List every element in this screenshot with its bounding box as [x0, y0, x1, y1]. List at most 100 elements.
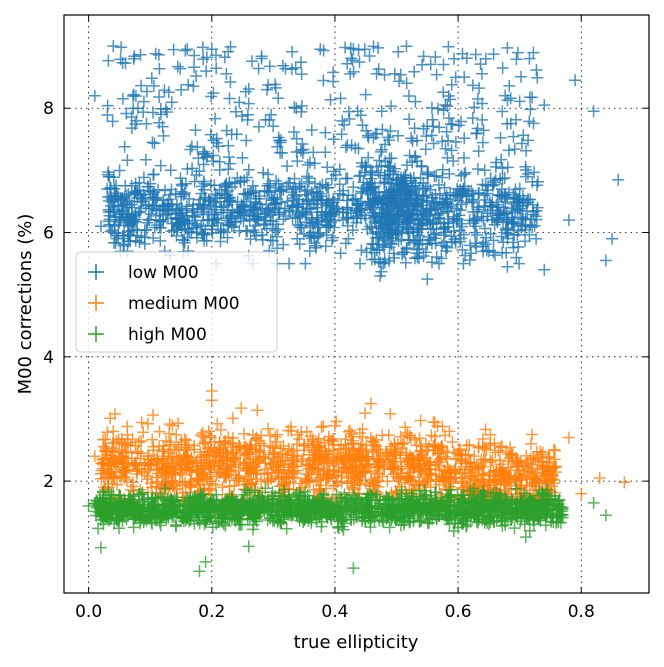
point-low: [262, 79, 275, 91]
point-low: [258, 207, 271, 220]
point-low: [515, 70, 527, 83]
point-low: [502, 224, 515, 237]
point-low: [287, 126, 300, 138]
point-low: [153, 62, 166, 75]
point-low: [501, 41, 514, 54]
point-low: [346, 193, 359, 206]
point-low: [354, 257, 366, 270]
point-low: [486, 213, 498, 226]
point-low: [370, 67, 383, 80]
point-low: [419, 143, 432, 156]
point-low: [341, 172, 354, 185]
point-low: [510, 53, 523, 66]
point-low: [290, 102, 303, 115]
point-low: [471, 205, 484, 218]
point-low: [458, 180, 471, 193]
point-low: [393, 215, 406, 228]
point-low: [190, 70, 203, 82]
point-low: [362, 131, 375, 144]
point-low: [306, 217, 319, 230]
point-low: [345, 139, 358, 152]
point-low: [189, 124, 202, 137]
point-low: [430, 68, 443, 81]
point-low: [341, 212, 354, 225]
point-medium: [170, 428, 183, 441]
point-low: [147, 79, 160, 92]
point-low: [400, 77, 413, 90]
point-low: [262, 184, 275, 197]
point-low: [440, 125, 453, 138]
point-low: [147, 232, 160, 244]
point-low: [406, 208, 419, 221]
point-low: [250, 214, 263, 227]
point-low: [381, 131, 394, 144]
point-low: [196, 180, 208, 193]
point-low: [108, 236, 121, 249]
point-low: [205, 43, 218, 56]
point-low: [233, 205, 246, 218]
point-low: [230, 128, 243, 141]
point-low: [222, 218, 234, 231]
point-low: [344, 67, 357, 80]
point-low: [290, 132, 303, 145]
point-low: [465, 247, 478, 260]
point-low: [425, 101, 438, 114]
point-low: [300, 206, 313, 219]
point-low: [471, 163, 484, 175]
point-low: [327, 133, 340, 146]
point-low: [142, 180, 155, 193]
point-low: [319, 179, 332, 192]
point-low: [270, 174, 283, 187]
point-low: [441, 151, 454, 164]
point-low: [510, 113, 522, 126]
point-low: [288, 101, 301, 114]
point-low: [288, 192, 300, 205]
point-low: [497, 236, 510, 249]
point-low: [496, 172, 509, 185]
point-low: [187, 198, 200, 211]
point-low: [378, 233, 391, 246]
point-low: [442, 134, 455, 147]
point-low: [190, 226, 203, 239]
point-low: [113, 164, 126, 177]
point-low: [347, 181, 360, 194]
point-low: [147, 106, 159, 119]
point-low: [107, 40, 120, 53]
point-low: [270, 230, 283, 243]
point-low: [496, 62, 509, 74]
point-low: [240, 134, 253, 147]
point-low: [231, 207, 244, 220]
point-low: [195, 227, 208, 240]
point-low: [118, 140, 131, 153]
point-low: [403, 234, 416, 247]
point-low: [538, 263, 551, 276]
point-low: [165, 183, 178, 196]
point-low: [354, 109, 367, 122]
point-low: [188, 175, 201, 188]
point-low: [304, 219, 317, 232]
point-low: [373, 154, 386, 167]
point-low: [160, 208, 173, 221]
point-low: [293, 238, 306, 251]
point-low: [94, 220, 107, 233]
point-low: [441, 201, 454, 214]
point-low: [375, 105, 388, 118]
point-low: [502, 213, 515, 226]
point-low: [311, 215, 324, 228]
point-low: [472, 145, 485, 158]
point-low: [426, 191, 439, 204]
point-low: [439, 192, 452, 205]
point-low: [126, 215, 139, 228]
point-low: [478, 222, 491, 235]
point-medium: [547, 443, 560, 456]
point-low: [476, 136, 489, 149]
point-low: [339, 41, 352, 54]
point-low: [150, 204, 163, 217]
point-low: [286, 45, 299, 58]
point-low: [277, 213, 290, 226]
point-low: [360, 124, 373, 137]
point-low: [233, 96, 246, 109]
point-low: [443, 167, 456, 180]
point-low: [102, 215, 115, 228]
point-low: [231, 171, 244, 184]
